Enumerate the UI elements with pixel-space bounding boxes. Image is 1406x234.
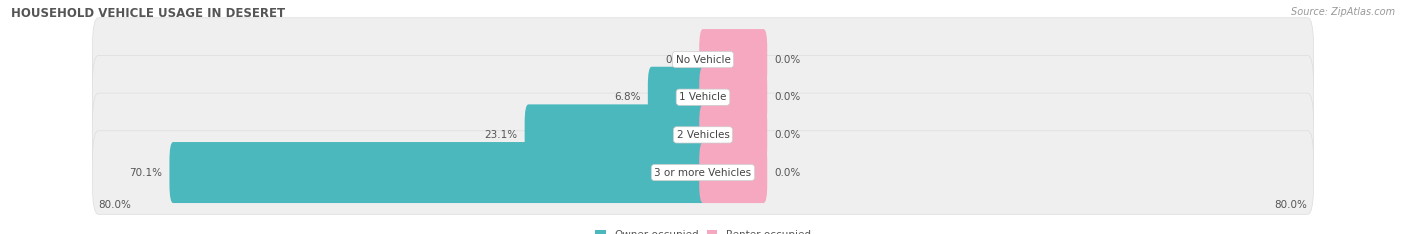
FancyBboxPatch shape — [93, 131, 1313, 214]
FancyBboxPatch shape — [699, 29, 768, 90]
Text: 70.1%: 70.1% — [129, 168, 162, 178]
FancyBboxPatch shape — [699, 67, 768, 128]
Text: 1 Vehicle: 1 Vehicle — [679, 92, 727, 102]
Text: 3 or more Vehicles: 3 or more Vehicles — [654, 168, 752, 178]
Text: 0.0%: 0.0% — [775, 92, 801, 102]
Text: 6.8%: 6.8% — [614, 92, 640, 102]
Legend: Owner-occupied, Renter-occupied: Owner-occupied, Renter-occupied — [595, 230, 811, 234]
Text: No Vehicle: No Vehicle — [675, 55, 731, 65]
FancyBboxPatch shape — [93, 93, 1313, 177]
Text: 23.1%: 23.1% — [484, 130, 517, 140]
FancyBboxPatch shape — [524, 104, 707, 165]
Text: 80.0%: 80.0% — [1275, 200, 1308, 210]
Text: 0.0%: 0.0% — [665, 55, 692, 65]
FancyBboxPatch shape — [93, 55, 1313, 139]
FancyBboxPatch shape — [699, 104, 768, 165]
Text: 2 Vehicles: 2 Vehicles — [676, 130, 730, 140]
FancyBboxPatch shape — [93, 18, 1313, 101]
Text: HOUSEHOLD VEHICLE USAGE IN DESERET: HOUSEHOLD VEHICLE USAGE IN DESERET — [11, 7, 285, 20]
Text: Source: ZipAtlas.com: Source: ZipAtlas.com — [1291, 7, 1395, 17]
Text: 80.0%: 80.0% — [98, 200, 131, 210]
Text: 0.0%: 0.0% — [775, 55, 801, 65]
Text: 0.0%: 0.0% — [775, 168, 801, 178]
FancyBboxPatch shape — [170, 142, 707, 203]
FancyBboxPatch shape — [648, 67, 707, 128]
Text: 0.0%: 0.0% — [775, 130, 801, 140]
FancyBboxPatch shape — [699, 142, 768, 203]
